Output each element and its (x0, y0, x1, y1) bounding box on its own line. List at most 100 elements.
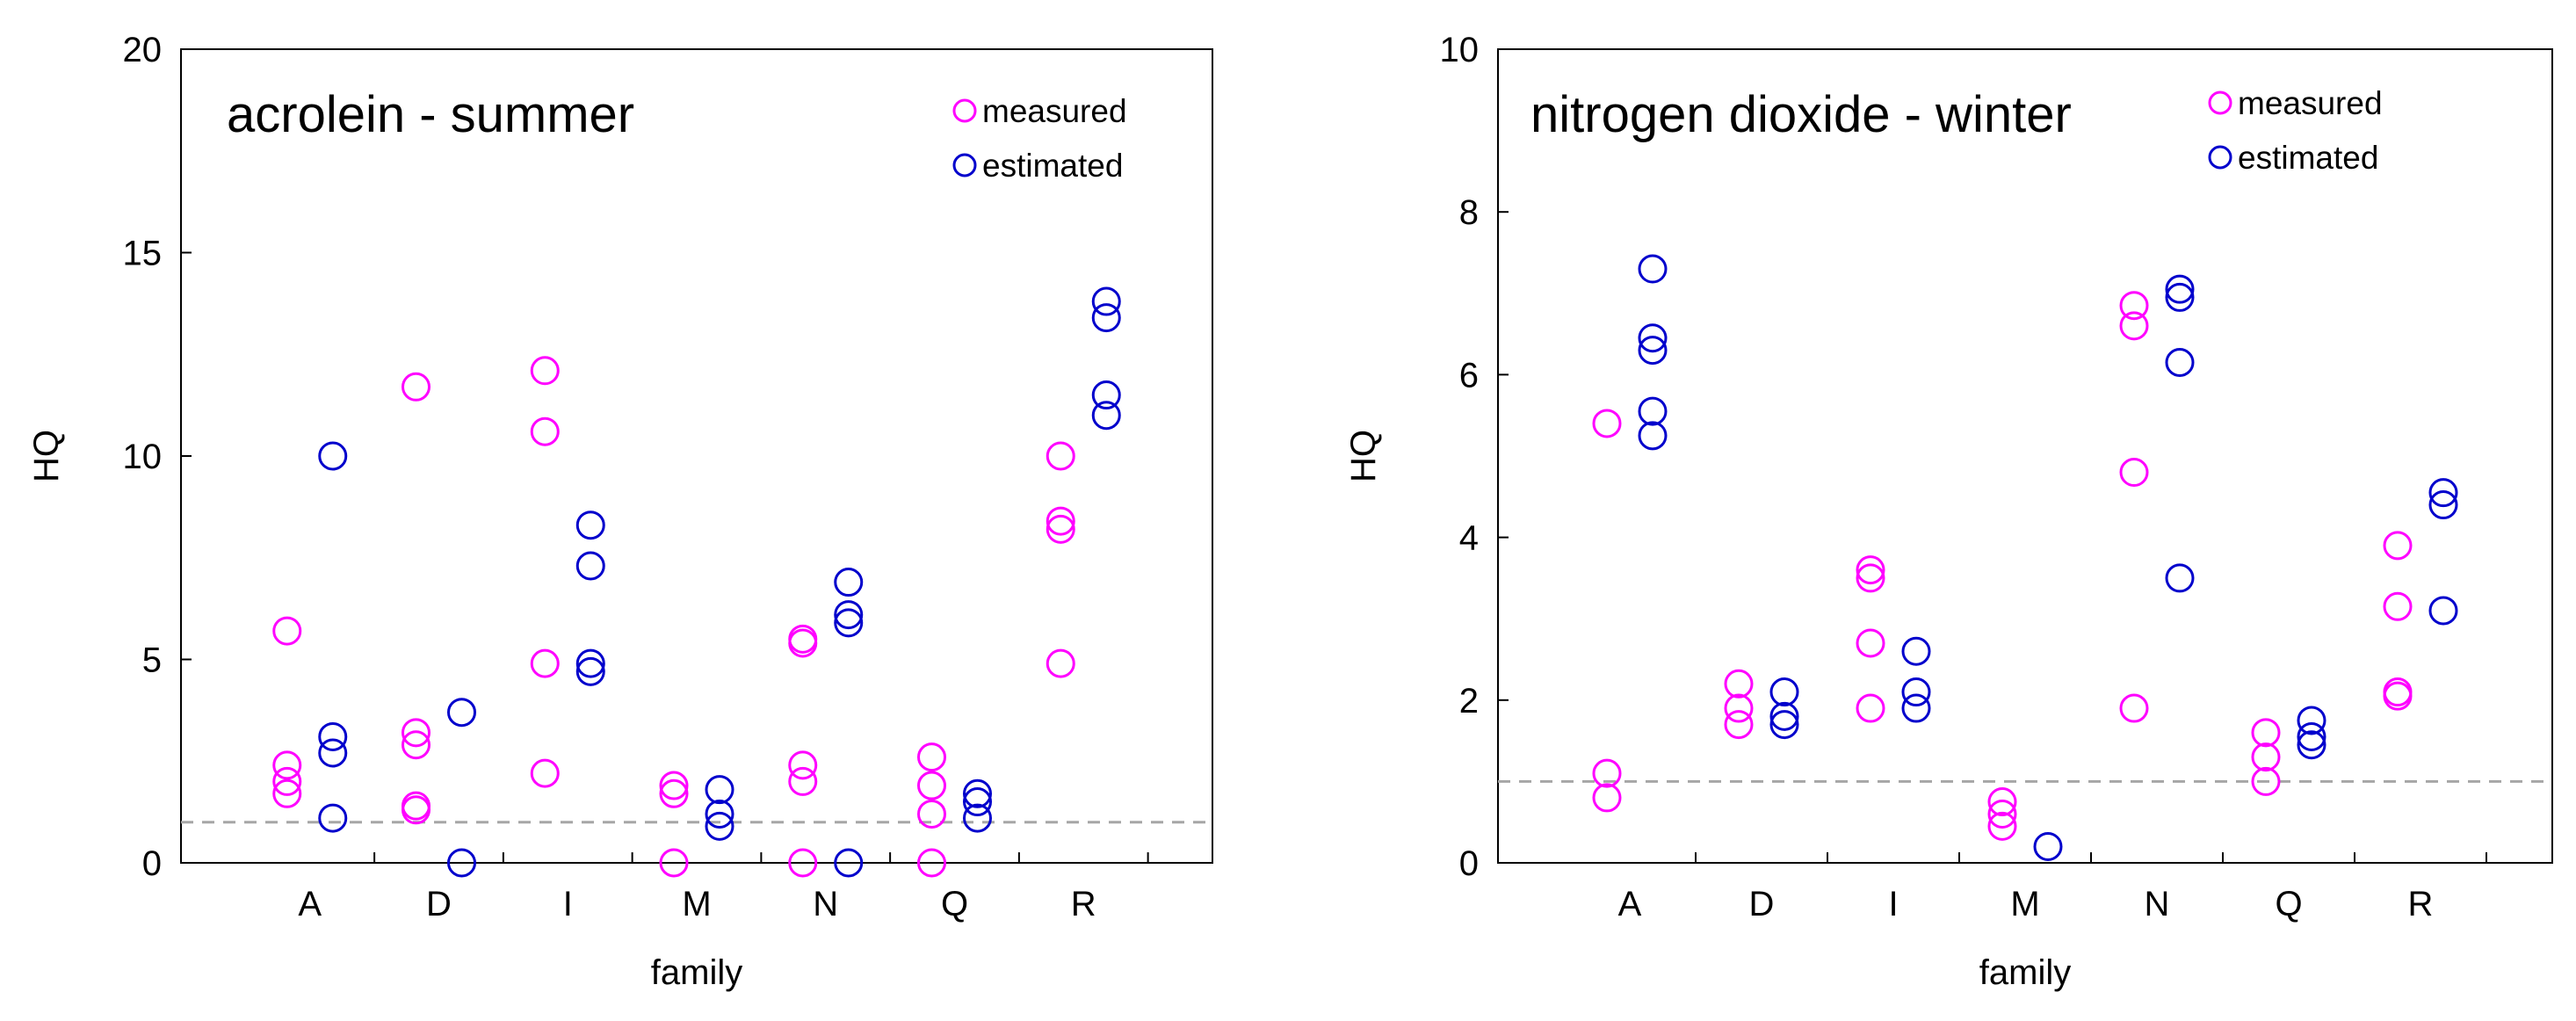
data-point-measured (530, 648, 560, 678)
data-point-measured (659, 771, 689, 800)
data-point-measured (2383, 531, 2413, 561)
data-point-estimated (1091, 286, 1121, 316)
x-tick-label: N (813, 885, 838, 923)
data-point-measured (402, 718, 431, 748)
data-point-measured (2251, 742, 2281, 772)
data-point-estimated (705, 811, 734, 841)
data-point-measured (1046, 441, 1075, 471)
x-axis-label: family (651, 953, 742, 992)
data-point-measured (1987, 811, 2017, 841)
data-point-estimated (2033, 831, 2063, 861)
data-point-measured (272, 766, 302, 796)
data-point-measured (1724, 710, 1754, 740)
data-point-estimated (1901, 693, 1931, 723)
legend-marker-estimated (2208, 145, 2232, 170)
data-point-measured (1046, 648, 1075, 678)
data-point-measured (917, 771, 946, 800)
data-point-estimated (575, 510, 605, 540)
data-point-measured (1724, 693, 1754, 723)
data-point-estimated (705, 775, 734, 805)
data-point-measured (2119, 693, 2149, 723)
data-point-measured (530, 758, 560, 788)
y-tick-label: 8 (1459, 193, 1479, 232)
chart-title: nitrogen dioxide - winter (1530, 86, 2072, 143)
data-point-estimated (2165, 563, 2195, 593)
data-point-measured (2251, 766, 2281, 796)
data-point-estimated (1638, 421, 1668, 451)
x-tick-label: I (563, 885, 573, 923)
data-point-measured (1592, 758, 1622, 788)
y-tick-label: 0 (1459, 844, 1479, 883)
x-tick-label: D (1749, 885, 1775, 923)
data-point-measured (1046, 506, 1075, 536)
y-axis-label: HQ (27, 430, 66, 482)
data-point-measured (917, 848, 946, 878)
data-point-estimated (834, 600, 864, 630)
x-tick-label: N (2145, 885, 2170, 923)
chart-title: acrolein - summer (227, 86, 634, 143)
data-point-estimated (2165, 282, 2195, 312)
x-tick-label: R (1071, 885, 1096, 923)
data-point-measured (1856, 693, 1885, 723)
data-point-estimated (575, 648, 605, 678)
data-point-estimated (1638, 336, 1668, 366)
data-point-measured (2119, 458, 2149, 488)
y-axis-label: HQ (1344, 430, 1383, 482)
data-point-measured (788, 628, 818, 658)
data-point-measured (788, 848, 818, 878)
y-tick-label: 20 (123, 31, 163, 69)
data-point-estimated (834, 568, 864, 597)
y-tick-label: 6 (1459, 356, 1479, 395)
data-point-estimated (2297, 721, 2326, 751)
x-tick-label: R (2408, 885, 2434, 923)
data-point-measured (1592, 783, 1622, 813)
data-point-measured (1856, 555, 1885, 585)
y-tick-label: 0 (142, 844, 162, 883)
legend-marker-estimated (952, 153, 977, 177)
data-point-measured (1856, 563, 1885, 593)
data-point-measured (1724, 669, 1754, 699)
data-point-estimated (1638, 396, 1668, 426)
data-point-measured (530, 356, 560, 386)
x-tick-label: I (1888, 885, 1898, 923)
data-point-measured (788, 750, 818, 780)
data-point-measured (272, 750, 302, 780)
data-point-estimated (705, 799, 734, 829)
data-point-estimated (447, 848, 476, 878)
data-point-measured (402, 730, 431, 760)
data-point-estimated (1638, 254, 1668, 284)
legend-marker-measured (952, 98, 977, 123)
data-point-estimated (1091, 401, 1121, 431)
data-point-estimated (2165, 274, 2195, 304)
x-axis-label: family (1979, 953, 2071, 992)
data-point-measured (917, 742, 946, 772)
y-tick-label: 4 (1459, 519, 1479, 558)
data-point-estimated (2297, 730, 2326, 760)
data-point-measured (1592, 409, 1622, 438)
data-point-measured (530, 416, 560, 446)
plot-frame (1497, 48, 2553, 864)
data-point-estimated (2297, 706, 2326, 735)
data-point-measured (2251, 718, 2281, 748)
x-tick-label: Q (2275, 885, 2302, 923)
legend-label: estimated (982, 148, 1123, 184)
data-point-measured (917, 799, 946, 829)
data-point-measured (659, 778, 689, 808)
x-tick-label: A (298, 885, 322, 923)
data-point-estimated (2428, 596, 2458, 626)
legend-label: measured (982, 93, 1127, 129)
data-point-estimated (834, 848, 864, 878)
data-point-estimated (963, 787, 992, 817)
data-point-measured (1856, 628, 1885, 658)
y-tick-label: 2 (1459, 682, 1479, 720)
x-tick-label: M (2010, 885, 2039, 923)
data-point-estimated (318, 721, 348, 751)
data-point-measured (272, 778, 302, 808)
data-point-estimated (1638, 323, 1668, 353)
data-point-estimated (1091, 303, 1121, 333)
data-point-estimated (1901, 636, 1931, 666)
y-tick-label: 10 (123, 438, 163, 476)
data-point-measured (2383, 681, 2413, 711)
